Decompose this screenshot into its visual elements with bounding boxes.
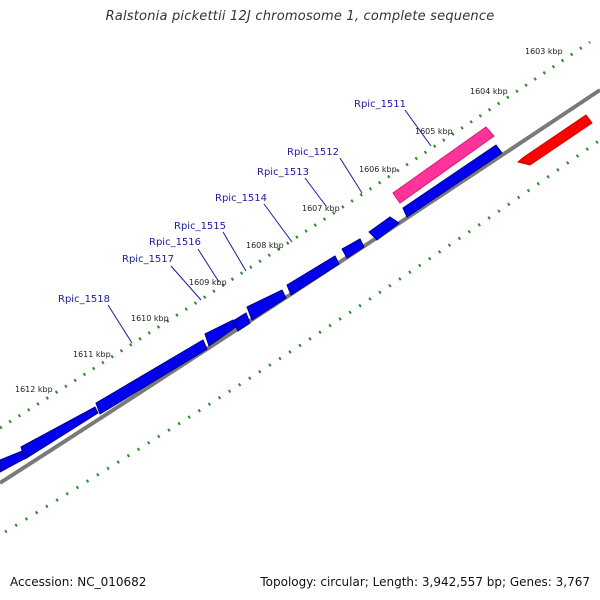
reverse-gene-arrow[interactable] [516, 114, 593, 166]
gene-label-rpic-1511: Rpic_1511 [354, 99, 406, 110]
scale-label-1606: 1606 kbp [359, 165, 397, 174]
scale-label-1603: 1603 kbp [525, 47, 563, 56]
scale-label-1608: 1608 kbp [246, 241, 284, 250]
gene-arrow-4[interactable] [286, 255, 340, 296]
map-title: Ralstonia pickettii 12J chromosome 1, co… [105, 9, 495, 24]
gene-arrow-2[interactable] [368, 216, 400, 241]
gene-label-rpic-1517: Rpic_1517 [122, 254, 174, 265]
gene-label-rpic-1516: Rpic_1516 [149, 237, 201, 248]
scale-label-1609: 1609 kbp [189, 278, 227, 287]
scale-label-1604: 1604 kbp [470, 87, 508, 96]
gene-arrow-9[interactable] [20, 406, 99, 460]
gene-rpic-1511[interactable] [392, 126, 495, 204]
outer-tick-track [0, 40, 591, 430]
gene-arrow-3[interactable] [341, 238, 365, 259]
scale-label-1610: 1610 kbp [131, 314, 169, 323]
gene-label-rpic-1518: Rpic_1518 [58, 294, 110, 305]
topology-summary: Topology: circular; Length: 3,942,557 bp… [260, 575, 590, 589]
gene-label-rpic-1513: Rpic_1513 [257, 167, 309, 178]
gene-label-rpic-1514: Rpic_1514 [215, 193, 267, 204]
accession-text: Accession: NC_010682 [10, 575, 147, 589]
gene-arrow-1[interactable] [402, 144, 503, 218]
gene-arrow-5[interactable] [246, 289, 287, 321]
gene-arrow-6[interactable] [232, 312, 251, 332]
gene-label-rpic-1515: Rpic_1515 [174, 221, 226, 232]
scale-label-1611: 1611 kbp [73, 350, 111, 359]
gene-label-rpic-1512: Rpic_1512 [287, 147, 339, 158]
gene-arrow-7[interactable] [204, 319, 237, 347]
gene-leader-lines [107, 109, 432, 344]
inner-tick-track [4, 138, 600, 534]
gene-arrow-10[interactable] [0, 450, 25, 473]
gene-arrow-8[interactable] [95, 339, 208, 415]
scale-label-1605: 1605 kbp [415, 127, 453, 136]
scale-label-1612: 1612 kbp [15, 385, 53, 394]
scale-label-1607: 1607 kbp [302, 204, 340, 213]
